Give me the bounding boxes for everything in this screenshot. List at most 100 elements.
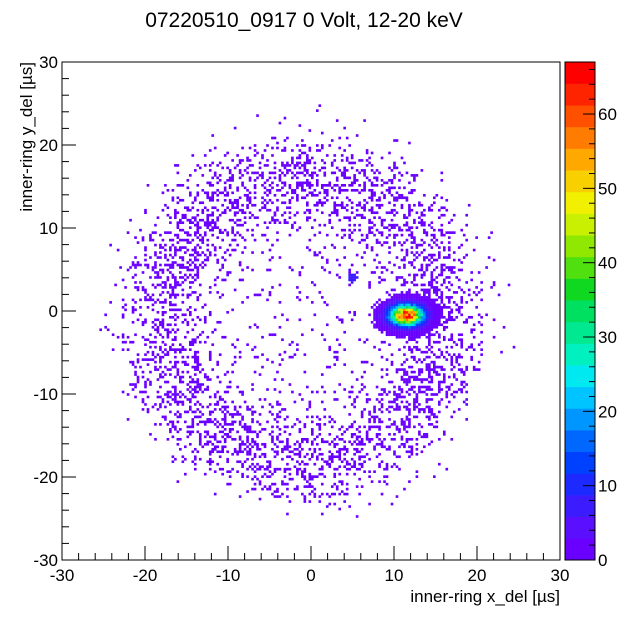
- histogram-cell: [477, 271, 481, 274]
- histogram-cell: [241, 203, 244, 207]
- histogram-cell: [176, 410, 180, 414]
- histogram-cell: [296, 472, 299, 476]
- histogram-cell: [425, 435, 429, 439]
- histogram-cell: [134, 365, 137, 369]
- histogram-cell: [433, 308, 436, 312]
- histogram-cell: [315, 442, 319, 446]
- histogram-cell: [413, 425, 416, 429]
- histogram-cell: [121, 278, 125, 282]
- histogram-cell: [273, 171, 277, 175]
- histogram-cell: [196, 390, 200, 394]
- histogram-cell: [398, 348, 401, 351]
- histogram-cell: [365, 338, 369, 342]
- histogram-cell: [383, 226, 386, 229]
- histogram-cell: [370, 221, 374, 224]
- histogram-cell: [104, 325, 107, 329]
- histogram-cell: [136, 360, 140, 364]
- histogram-cell: [333, 502, 337, 506]
- histogram-cell: [216, 291, 220, 294]
- histogram-cell: [156, 318, 160, 322]
- histogram-cell: [410, 174, 414, 177]
- colorbar-band: [565, 408, 595, 431]
- histogram-cell: [447, 288, 451, 292]
- histogram-cell: [141, 390, 145, 394]
- histogram-cell: [408, 293, 411, 297]
- histogram-cell: [258, 447, 262, 451]
- histogram-cell: [370, 184, 374, 187]
- histogram-cell: [465, 348, 469, 351]
- histogram-cell: [223, 335, 227, 339]
- histogram-cell: [286, 495, 289, 498]
- histogram-cell: [462, 291, 466, 294]
- histogram-cell: [221, 203, 224, 207]
- histogram-cell: [410, 311, 414, 314]
- histogram-cell: [248, 442, 252, 446]
- histogram-cell: [151, 298, 155, 302]
- histogram-cell: [263, 428, 267, 431]
- histogram-cell: [134, 395, 137, 399]
- histogram-cell: [350, 370, 354, 374]
- histogram-cell: [385, 303, 389, 307]
- histogram-cell: [256, 442, 259, 446]
- histogram-cell: [475, 306, 478, 309]
- histogram-cell: [398, 228, 401, 232]
- histogram-cell: [375, 398, 379, 401]
- histogram-cell: [243, 238, 247, 242]
- histogram-cell: [470, 315, 473, 319]
- histogram-cell: [435, 293, 439, 297]
- histogram-cell: [398, 467, 401, 471]
- histogram-cell: [335, 435, 339, 439]
- histogram-cell: [437, 355, 441, 359]
- histogram-cell: [203, 340, 207, 344]
- histogram-cell: [191, 388, 195, 391]
- histogram-cell: [288, 343, 292, 347]
- histogram-cell: [410, 452, 414, 456]
- histogram-cell: [440, 388, 444, 391]
- histogram-cell: [350, 281, 354, 284]
- histogram-cell: [497, 293, 501, 297]
- histogram-cell: [343, 492, 347, 496]
- histogram-cell: [430, 333, 434, 337]
- histogram-cell: [403, 296, 406, 299]
- histogram-cell: [383, 480, 386, 483]
- histogram-cell: [447, 268, 451, 272]
- histogram-cell: [325, 193, 329, 197]
- histogram-cell: [159, 405, 162, 409]
- histogram-cell: [380, 218, 384, 222]
- histogram-cell: [263, 485, 267, 488]
- histogram-cell: [365, 452, 369, 456]
- histogram-cell: [355, 253, 359, 257]
- histogram-cell: [363, 174, 366, 177]
- histogram-cell: [308, 482, 312, 486]
- histogram-cell: [171, 460, 175, 464]
- histogram-cell: [390, 328, 394, 332]
- histogram-cell: [311, 176, 314, 180]
- histogram-cell: [440, 241, 444, 244]
- histogram-cell: [450, 318, 454, 322]
- histogram-cell: [433, 325, 436, 329]
- histogram-cell: [340, 206, 344, 210]
- histogram-cell: [333, 455, 337, 459]
- histogram-cell: [368, 231, 371, 234]
- histogram-cell: [430, 278, 434, 282]
- histogram-cell: [159, 243, 162, 247]
- histogram-cell: [179, 246, 182, 249]
- histogram-cell: [211, 343, 215, 347]
- histogram-cell: [191, 338, 195, 342]
- histogram-cell: [428, 325, 431, 329]
- histogram-cell: [428, 303, 431, 307]
- histogram-cell: [238, 450, 242, 454]
- histogram-cell: [388, 246, 391, 249]
- histogram-cell: [301, 398, 304, 401]
- histogram-cell: [450, 355, 454, 359]
- histogram-cell: [238, 355, 242, 359]
- histogram-cell: [380, 179, 384, 182]
- histogram-cell: [231, 206, 234, 210]
- histogram-cell: [360, 216, 364, 220]
- histogram-cell: [333, 350, 337, 354]
- histogram-cell: [188, 405, 192, 409]
- histogram-cell: [196, 221, 200, 224]
- histogram-cell: [403, 241, 406, 244]
- histogram-cell: [365, 243, 369, 247]
- histogram-cell: [373, 176, 376, 180]
